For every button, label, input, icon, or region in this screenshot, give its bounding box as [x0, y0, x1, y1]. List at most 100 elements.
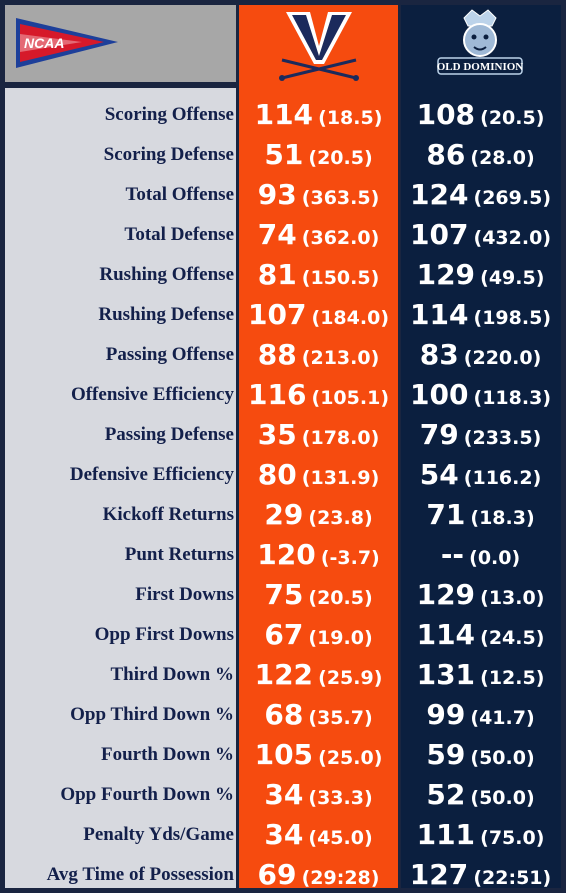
uva-average: (20.5): [308, 587, 373, 609]
uva-stat-cell: 51 (20.5): [239, 138, 398, 171]
uva-average: (25.0): [318, 747, 383, 769]
odu-rank: 114: [409, 298, 469, 331]
odu-average: (269.5): [473, 187, 551, 209]
odu-rank: 52: [426, 778, 466, 811]
uva-rank: 93: [257, 178, 297, 211]
uva-stat-cell: 67 (19.0): [239, 618, 398, 651]
stat-label: Scoring Offense: [104, 104, 234, 125]
ncaa-pennant-logo: NCAA: [16, 18, 118, 68]
uva-rank: 69: [257, 858, 297, 891]
odu-average: (50.0): [470, 787, 535, 809]
odu-rank: --: [440, 538, 465, 571]
odu-stat-cell: 99 (41.7): [401, 698, 560, 731]
uva-average: (33.3): [308, 787, 373, 809]
odu-rank: 114: [416, 618, 476, 651]
stat-label: First Downs: [135, 584, 234, 605]
uva-average: (-3.7): [320, 547, 380, 569]
uva-rank: 114: [254, 98, 314, 131]
odu-average: (198.5): [473, 307, 551, 329]
stat-label: Defensive Efficiency: [69, 464, 234, 485]
odu-stat-cell: 59 (50.0): [401, 738, 560, 771]
odu-rank: 131: [416, 658, 476, 691]
uva-rank: 120: [257, 538, 316, 571]
uva-rank: 81: [257, 258, 297, 291]
uva-average: (105.1): [311, 387, 389, 409]
odu-average: (20.5): [480, 107, 545, 129]
uva-average: (363.5): [301, 187, 380, 209]
uva-stat-cell: 107 (184.0): [239, 298, 398, 331]
uva-average: (23.8): [308, 507, 373, 529]
uva-stat-cell: 34 (45.0): [239, 818, 398, 851]
uva-average: (362.0): [301, 227, 380, 249]
odu-rank: 83: [419, 338, 459, 371]
odu-stat-cell: 79 (233.5): [401, 418, 560, 451]
odu-average: (75.0): [480, 827, 545, 849]
uva-stat-cell: 116 (105.1): [239, 378, 398, 411]
uva-stat-cell: 34 (33.3): [239, 778, 398, 811]
odu-stat-cell: 111 (75.0): [401, 818, 560, 851]
uva-stat-cell: 120 (-3.7): [239, 538, 398, 571]
odu-rank: 127: [409, 858, 469, 891]
odu-average: (233.5): [463, 427, 542, 449]
stat-label: Passing Offense: [105, 344, 234, 365]
uva-stat-cell: 81 (150.5): [239, 258, 398, 291]
uva-average: (150.5): [301, 267, 380, 289]
stat-label: Penalty Yds/Game: [83, 824, 234, 845]
uva-stat-cell: 29 (23.8): [239, 498, 398, 531]
uva-rank: 29: [264, 498, 304, 531]
stat-label: Offensive Efficiency: [70, 384, 234, 405]
uva-average: (213.0): [301, 347, 380, 369]
uva-rank: 116: [247, 378, 307, 411]
odu-stat-cell: 86 (28.0): [401, 138, 560, 171]
uva-rank: 75: [264, 578, 304, 611]
uva-stat-cell: 80 (131.9): [239, 458, 398, 491]
odu-stat-cell: 129 (13.0): [401, 578, 560, 611]
ncaa-logo-text: NCAA: [24, 35, 64, 51]
uva-average: (29:28): [301, 867, 380, 889]
odu-average: (22:51): [473, 867, 552, 889]
odu-average: (220.0): [463, 347, 542, 369]
odu-stat-cell: 108 (20.5): [401, 98, 560, 131]
odu-average: (118.3): [473, 387, 551, 409]
odu-rank: 79: [419, 418, 459, 451]
odu-stat-cell: 52 (50.0): [401, 778, 560, 811]
odu-average: (12.5): [480, 667, 545, 689]
odu-rank: 100: [409, 378, 469, 411]
uva-average: (45.0): [308, 827, 373, 849]
odu-rank: 59: [426, 738, 466, 771]
odu-stat-cell: 100 (118.3): [401, 378, 560, 411]
uva-v-sabres-logo: [279, 12, 359, 81]
odu-rank: 129: [416, 578, 476, 611]
stat-label: Total Offense: [125, 184, 234, 205]
odu-rank: 54: [419, 458, 459, 491]
uva-average: (25.9): [318, 667, 383, 689]
uva-rank: 34: [264, 818, 304, 851]
odu-rank: 129: [416, 258, 476, 291]
stat-label: Third Down %: [110, 664, 234, 685]
stat-label: Opp First Downs: [94, 624, 234, 645]
odu-monarch-logo: OLD DOMINION: [437, 9, 524, 75]
uva-stat-cell: 74 (362.0): [239, 218, 398, 251]
odu-rank: 107: [409, 218, 469, 251]
uva-average: (20.5): [308, 147, 373, 169]
uva-stat-cell: 114 (18.5): [239, 98, 398, 131]
odu-average: (0.0): [469, 547, 521, 569]
odu-column: [401, 5, 561, 888]
uva-rank: 122: [254, 658, 314, 691]
odu-logo-text: OLD DOMINION: [437, 61, 524, 73]
uva-rank: 105: [254, 738, 314, 771]
odu-stat-cell: 131 (12.5): [401, 658, 560, 691]
odu-average: (49.5): [480, 267, 545, 289]
odu-average: (24.5): [480, 627, 545, 649]
stat-label: Opp Third Down %: [70, 704, 234, 725]
uva-stat-cell: 68 (35.7): [239, 698, 398, 731]
odu-stat-cell: 124 (269.5): [401, 178, 560, 211]
uva-stat-cell: 35 (178.0): [239, 418, 398, 451]
odu-stat-cell: 71 (18.3): [401, 498, 560, 531]
uva-average: (19.0): [308, 627, 373, 649]
stat-label: Rushing Offense: [99, 264, 234, 285]
odu-stat-cell: 129 (49.5): [401, 258, 560, 291]
uva-rank: 35: [257, 418, 297, 451]
uva-stat-cell: 93 (363.5): [239, 178, 398, 211]
stat-label: Rushing Defense: [98, 304, 234, 325]
